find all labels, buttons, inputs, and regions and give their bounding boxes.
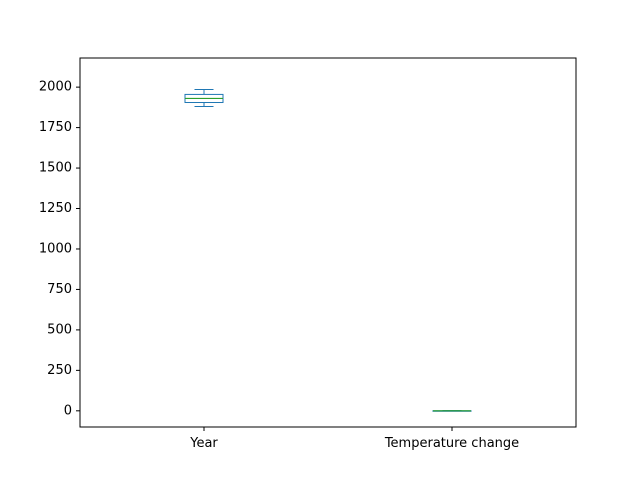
y-tick-label: 1750	[39, 120, 72, 135]
plot-layer	[184, 89, 472, 412]
y-tick-label: 1000	[39, 241, 72, 256]
y-tick-label: 0	[64, 403, 72, 418]
y-tick-label: 750	[47, 282, 72, 297]
y-axis: 0 250 500 750 1000 1250 1500 1750 2000	[39, 80, 80, 418]
y-tick-label: 250	[47, 363, 72, 378]
x-tick-label: Year	[189, 436, 218, 451]
x-tick-label: Temperature change	[384, 436, 519, 451]
y-tick-label: 500	[47, 322, 72, 337]
box-0	[184, 89, 224, 108]
box-1	[432, 410, 472, 412]
plot-area-frame	[79, 57, 577, 428]
y-tick-label: 1250	[39, 201, 72, 216]
y-tick-label: 1500	[39, 161, 72, 176]
x-axis: Year Temperature change	[189, 427, 519, 451]
y-tick-label: 2000	[39, 80, 72, 95]
